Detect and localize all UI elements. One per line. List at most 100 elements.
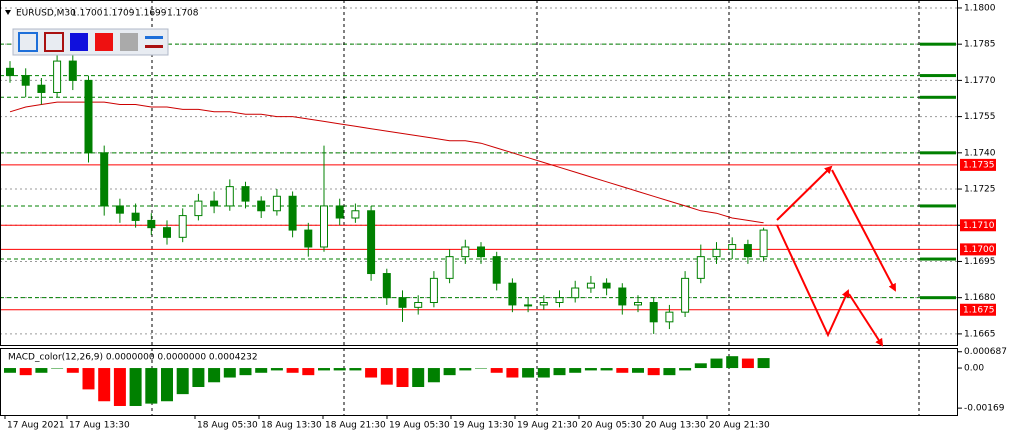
candle-body (335, 205, 344, 219)
x-tick-label: 17 Aug 2021 (7, 421, 65, 431)
macd-bar (616, 368, 629, 373)
y-tick-label: 1.1725 (964, 185, 996, 195)
candle-body (445, 256, 454, 279)
tool-fill-gray[interactable] (120, 33, 138, 51)
y-tick-label: 1.1785 (964, 40, 996, 50)
candle-body (524, 304, 533, 307)
candle-body (257, 200, 266, 212)
macd-bar (475, 368, 487, 369)
macd-bar (113, 368, 126, 406)
x-tick-label: 19 Aug 13:30 (453, 421, 514, 431)
macd-bar (51, 368, 64, 369)
macd-bar (145, 368, 158, 404)
macd-bar (679, 368, 692, 371)
zone-marker (920, 74, 956, 78)
macd-bar (239, 368, 252, 376)
tool-line-red[interactable] (145, 45, 163, 48)
candle-body (288, 195, 297, 231)
candle-body (571, 287, 580, 299)
macd-bar (412, 368, 425, 388)
tool-line-blue[interactable] (145, 36, 163, 39)
candle-body (477, 246, 485, 258)
macd-bar (19, 368, 32, 376)
candle-body (241, 186, 250, 202)
candle-body (225, 186, 234, 207)
candle-body (320, 205, 328, 248)
y-tick-label: 1.1665 (964, 329, 996, 339)
tool-fill-red[interactable] (95, 33, 113, 51)
macd-bar (694, 363, 707, 369)
candle-body (461, 246, 470, 258)
y-tick-label: 1.1740 (964, 148, 996, 158)
level-label-box (960, 158, 996, 171)
candle-body (398, 297, 407, 308)
macd-bar (443, 368, 456, 376)
macd-bar (522, 368, 535, 378)
macd-bar (129, 368, 142, 406)
candle-body (84, 79, 93, 154)
macd-bar (176, 368, 189, 395)
macd-bar (553, 368, 566, 376)
x-tick-label: 20 Aug 21:30 (709, 421, 770, 431)
x-tick-label: 18 Aug 21:30 (325, 421, 386, 431)
grid-layer (0, 7, 958, 335)
macd-bar (98, 368, 111, 402)
candle-body (6, 67, 14, 77)
quote: 1.1699 (135, 9, 167, 19)
day-separators (151, 0, 920, 415)
macd-bar (459, 368, 472, 371)
candle-body (272, 195, 281, 212)
level-label: 1.1700 (963, 245, 995, 255)
candle-body (163, 227, 171, 238)
candle-body (367, 210, 376, 275)
candle-body (37, 84, 46, 93)
macd-bar (318, 368, 330, 371)
level-label: 1.1735 (963, 160, 995, 170)
quote: 1.1709 (103, 9, 135, 19)
y-tick-label: 1.1680 (964, 293, 996, 303)
macd-bar (396, 368, 409, 388)
tool-rect-red[interactable] (44, 32, 64, 52)
macd-bar (208, 368, 221, 383)
quote: 1.1708 (167, 9, 199, 19)
toolbar[interactable] (12, 28, 169, 56)
candle-body (743, 244, 752, 258)
header: EURUSD,M30 1.1700 1.1709 1.1699 1.1708 (5, 9, 199, 19)
macd-bar (569, 368, 582, 373)
tool-fill-blue[interactable] (70, 33, 88, 51)
candle-body (304, 229, 313, 248)
candle-body (131, 212, 140, 221)
macd-bar (35, 368, 48, 373)
macd-bar (584, 368, 597, 371)
x-tick-label: 20 Aug 05:30 (581, 421, 642, 431)
macd-bar (427, 368, 440, 383)
candle-body (665, 311, 674, 323)
candle-body (147, 219, 156, 229)
level-label-box (960, 243, 996, 256)
macd-bar (255, 368, 268, 373)
macd-bar (647, 368, 660, 376)
candle-body (53, 60, 62, 93)
candle-body (712, 248, 721, 258)
macd-bar (506, 368, 519, 378)
macd-bar (302, 368, 315, 376)
candle-body (759, 229, 768, 258)
zone-marker (920, 42, 956, 46)
candle-body (351, 210, 360, 219)
zone-marker (920, 95, 956, 99)
macd-bar (4, 368, 16, 373)
macd-bar (223, 368, 236, 378)
level-label-box (960, 303, 996, 316)
axis-layer: 1.1800 1.1785 1.1770 1.1755 1.1740 1.1725 1.17… (4, 3, 1007, 431)
macd-bar (161, 368, 173, 402)
tool-rect-blue[interactable] (18, 32, 38, 52)
quote: 1.1700 (71, 9, 103, 19)
candle-body (681, 277, 690, 313)
candle-body (382, 273, 391, 299)
candle-body (602, 282, 611, 289)
y-tick-label: 0.00 (964, 364, 984, 374)
candle-body (539, 302, 548, 306)
candle-body (586, 282, 595, 289)
candle-body (21, 75, 30, 86)
